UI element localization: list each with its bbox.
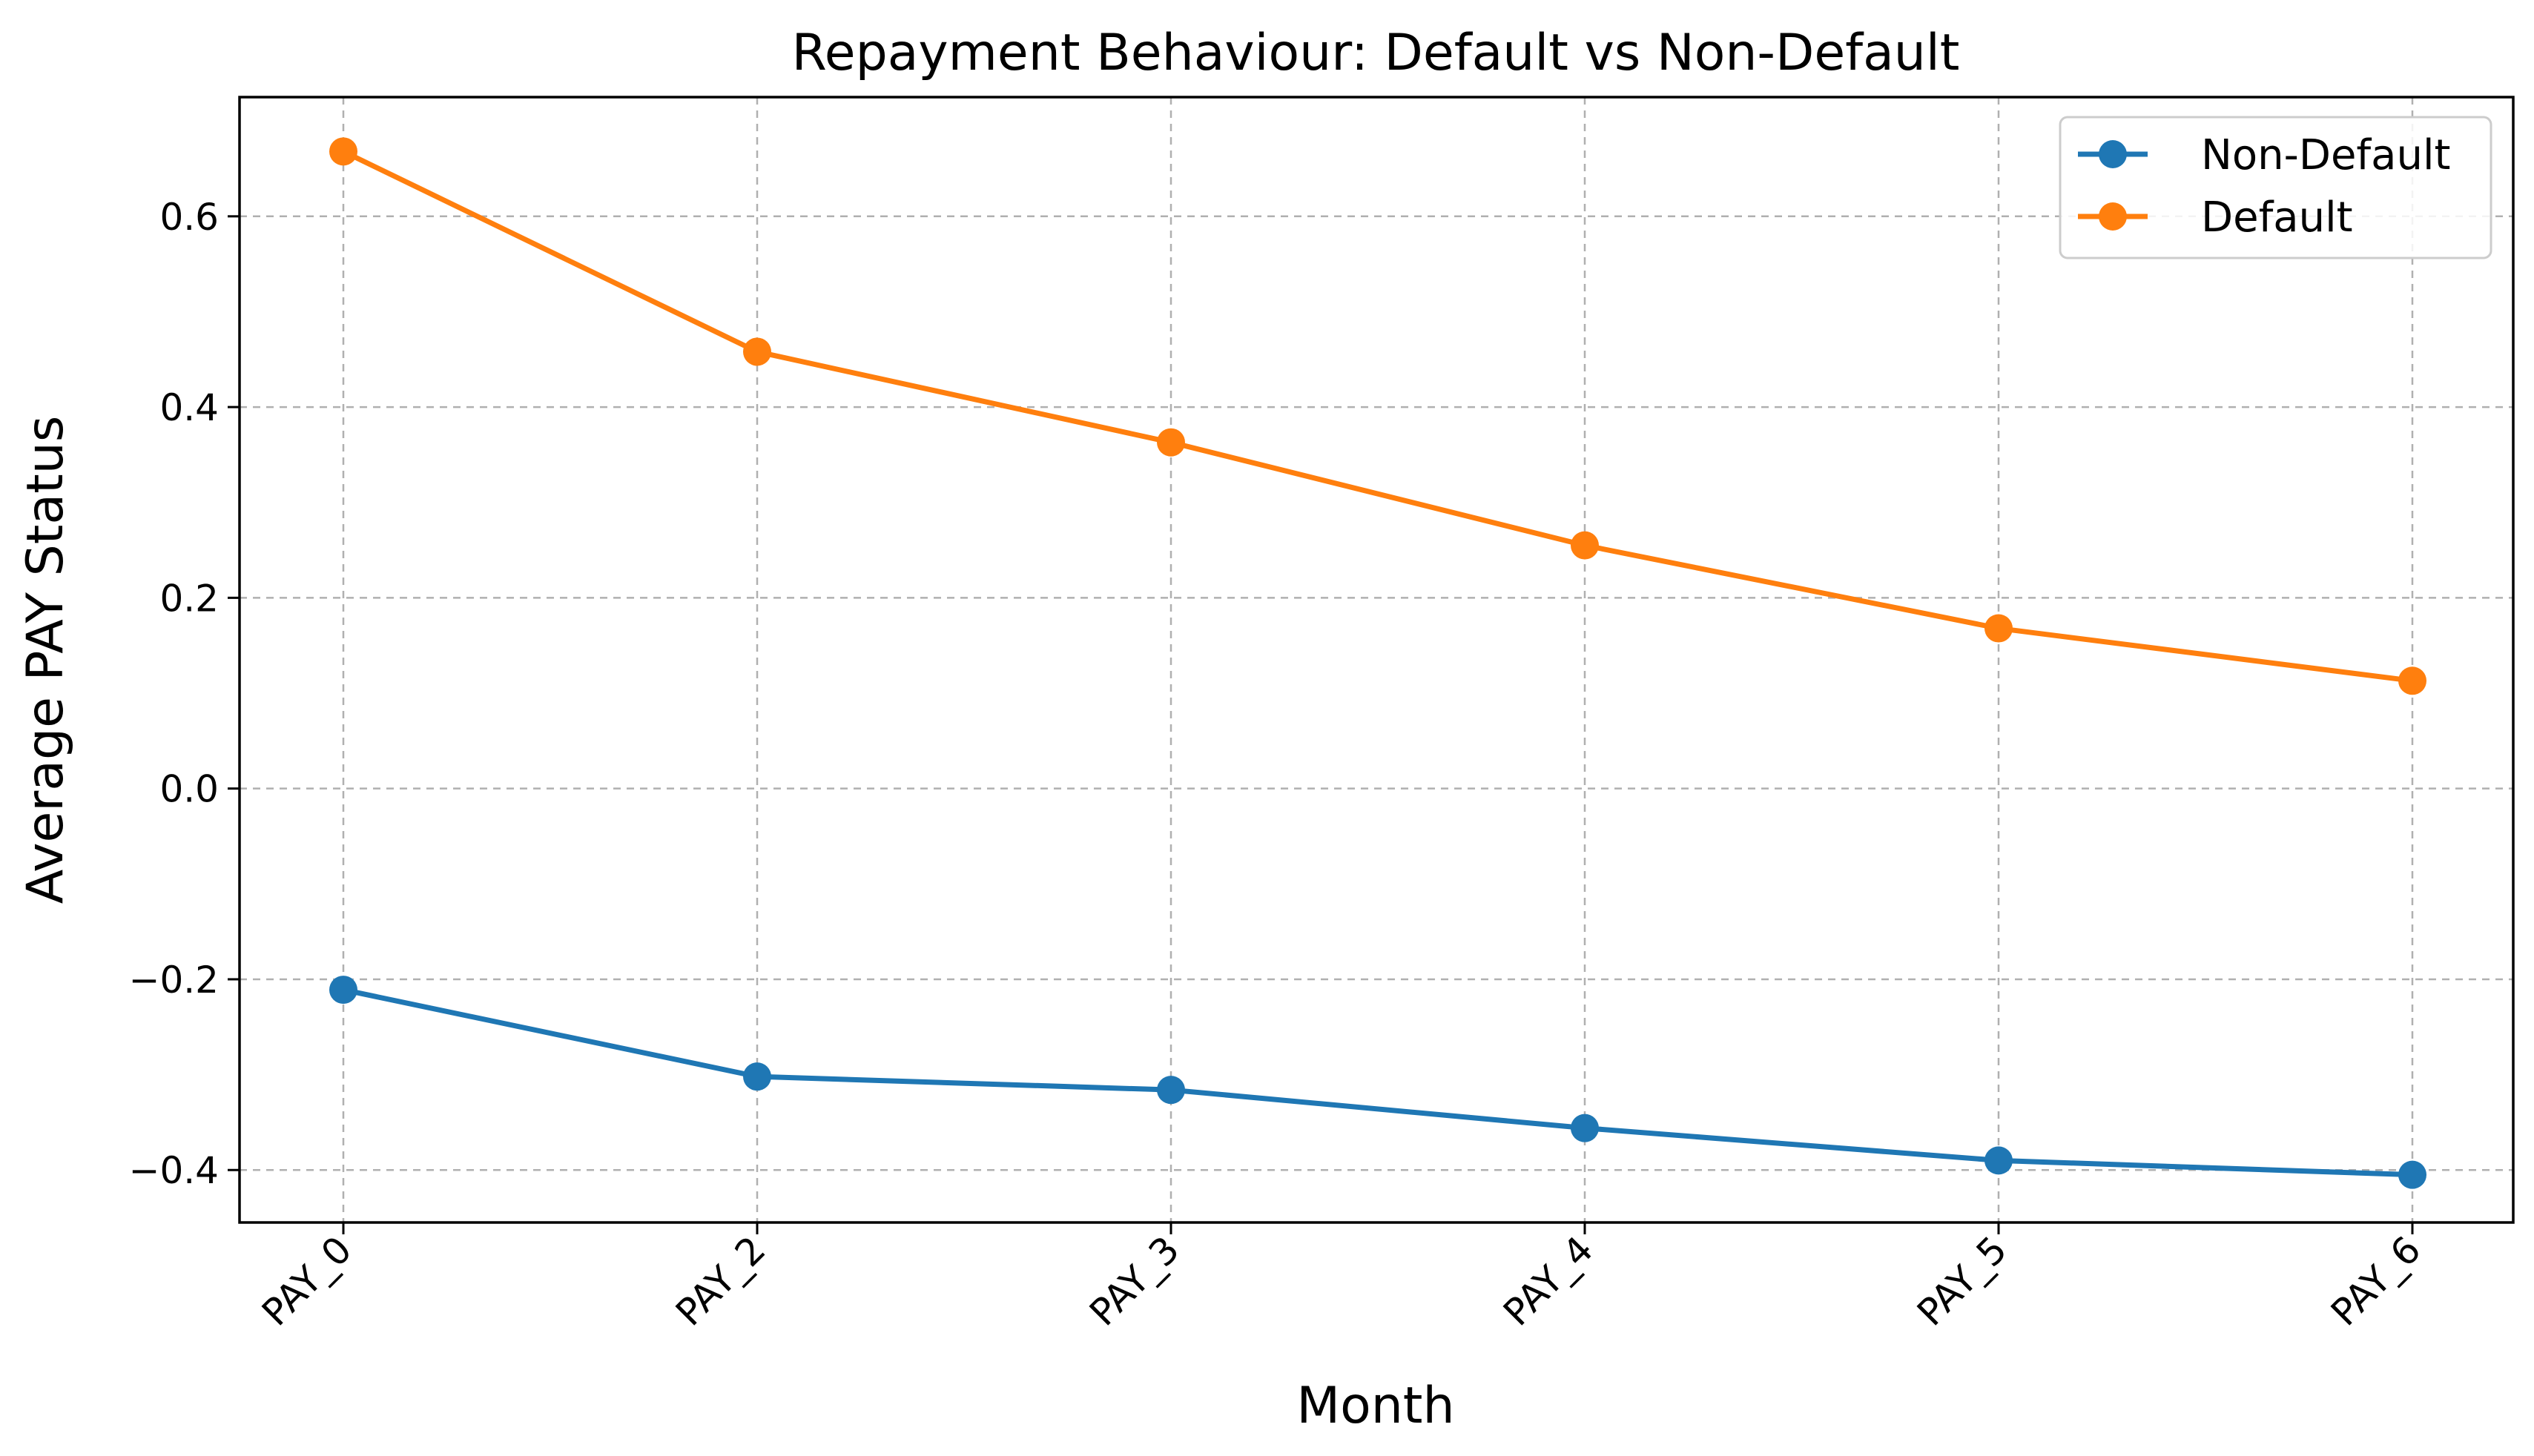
legend-label-non-default: Non-Default: [2201, 131, 2450, 179]
data-point-default: [2398, 666, 2426, 695]
series-non-default: [329, 976, 2426, 1189]
data-point-default: [1984, 614, 2013, 643]
series-group: [329, 137, 2426, 1189]
y-tick-label: 0.2: [159, 577, 219, 620]
data-point-default: [743, 337, 771, 366]
data-point-default: [1157, 428, 1185, 457]
y-tick-label: −0.2: [129, 959, 219, 1002]
data-point-non-default: [1571, 1113, 1599, 1142]
legend-marker-non-default: [2099, 140, 2127, 168]
x-axis-label: Month: [1296, 1377, 1454, 1435]
data-point-non-default: [1984, 1146, 2013, 1175]
series-line-non-default: [343, 987, 2413, 1178]
data-point-non-default: [1157, 1076, 1185, 1105]
plot-area-frame: [238, 96, 2515, 1224]
y-axis: −0.4 −0.2 0.0 0.2 0.4 0.6: [129, 196, 240, 1192]
y-axis-label: Average PAY Status: [16, 416, 75, 904]
legend-box: [2059, 116, 2492, 259]
y-tick-label: 0.0: [159, 768, 219, 811]
legend-label-default: Default: [2201, 193, 2353, 242]
chart-title: Repayment Behaviour: Default vs Non-Defa…: [792, 24, 1960, 82]
data-point-default: [329, 137, 357, 166]
y-tick-label: 0.4: [159, 386, 219, 429]
grid: [240, 97, 2513, 1222]
series-line-default: [342, 149, 2413, 684]
data-point-non-default: [743, 1062, 771, 1091]
legend: Non-Default Default: [2059, 116, 2492, 259]
data-point-default: [1571, 531, 1599, 560]
data-point-non-default: [329, 976, 357, 1005]
data-point-non-default: [2398, 1160, 2426, 1189]
y-tick-label: 0.6: [159, 196, 219, 239]
legend-marker-default: [2099, 202, 2127, 231]
y-tick-label: −0.4: [129, 1149, 219, 1192]
series-default: [329, 137, 2426, 695]
